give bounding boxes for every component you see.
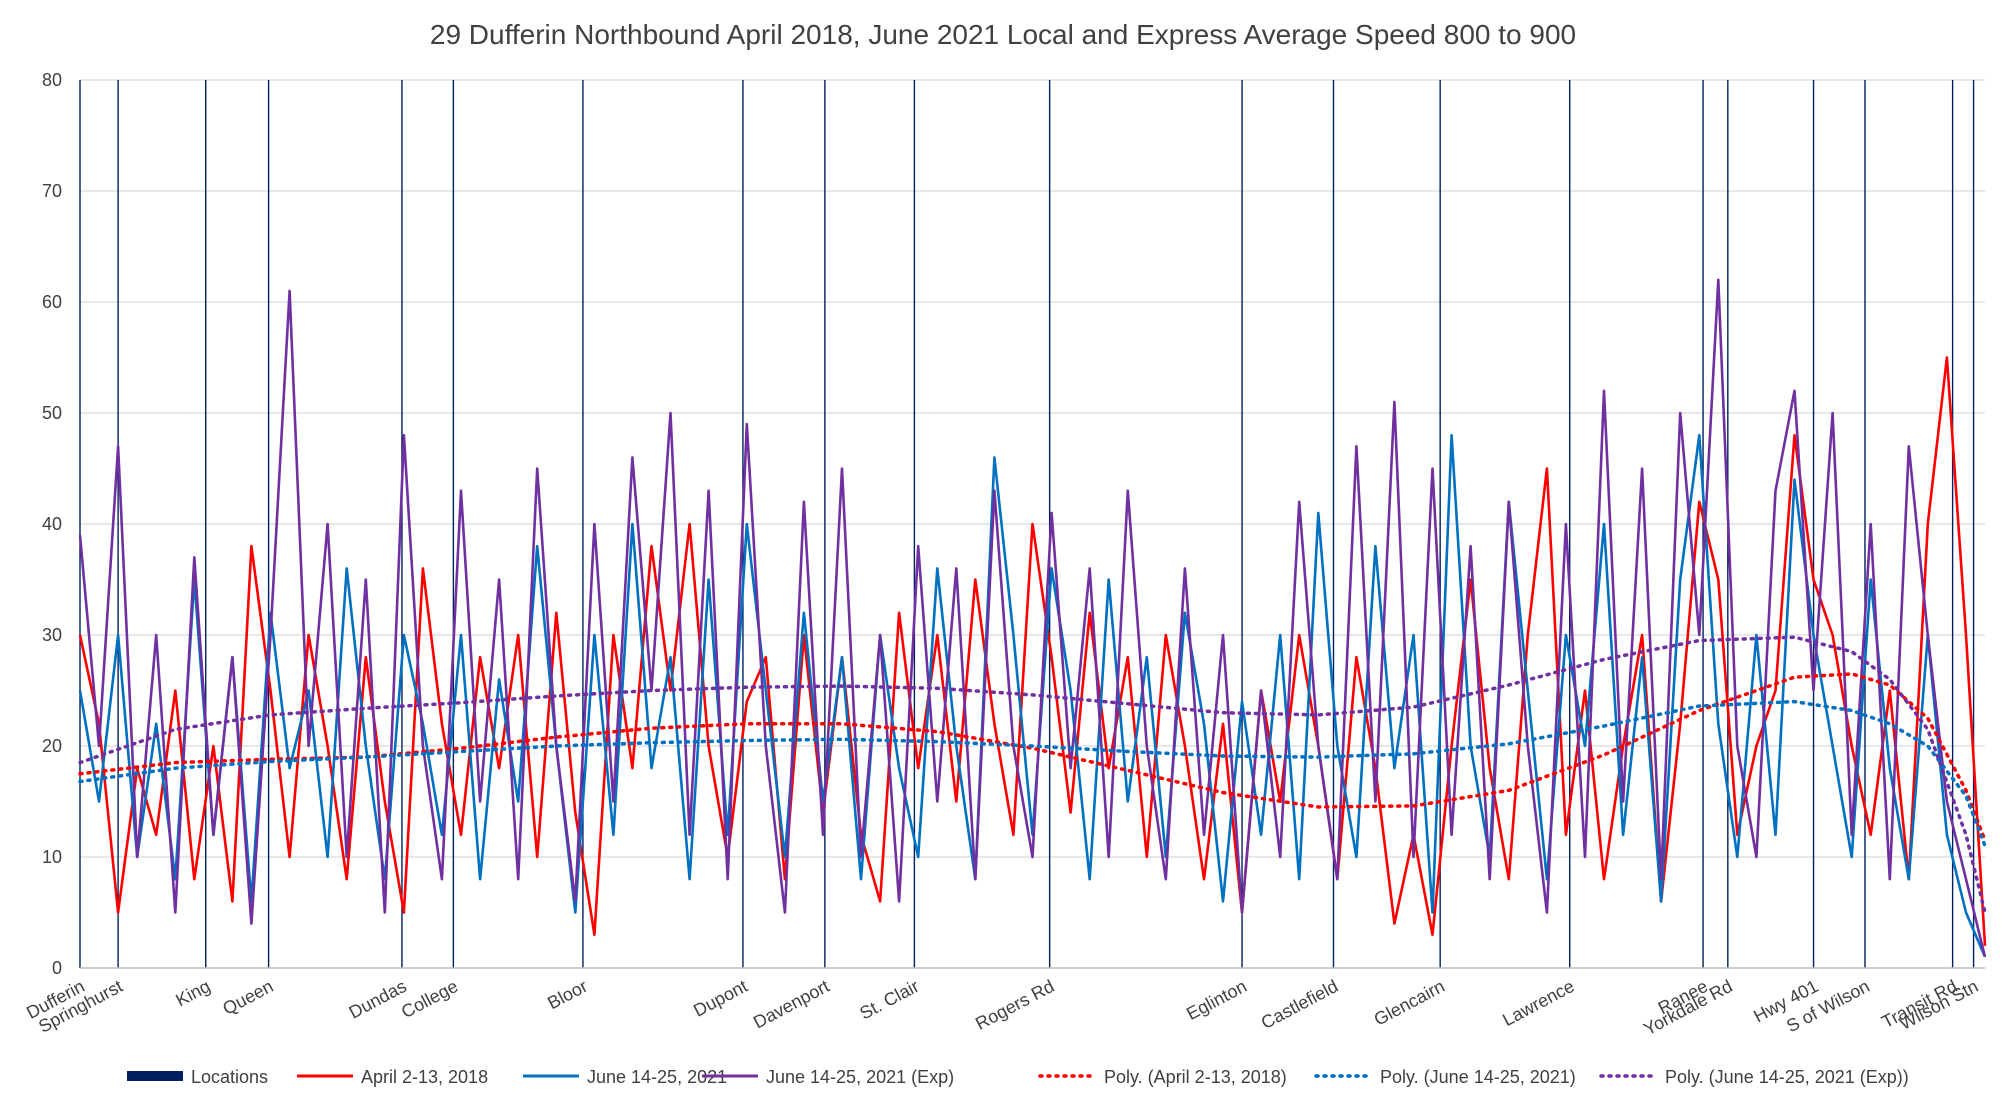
legend-label: Locations — [191, 1067, 268, 1087]
x-tick-label: Lawrence — [1499, 976, 1577, 1030]
trend-line — [78, 635, 1987, 915]
legend-label: Poly. (April 2-13, 2018) — [1104, 1067, 1287, 1087]
trend-lines — [78, 635, 1987, 915]
series-lines — [78, 278, 1987, 958]
x-tick-label: Castlefield — [1258, 976, 1342, 1033]
x-tick-label: Davenport — [750, 976, 833, 1033]
x-tick-label: Dupont — [690, 976, 751, 1021]
y-tick-label: 30 — [42, 625, 62, 645]
y-tick-label: 80 — [42, 70, 62, 90]
legend-label: April 2-13, 2018 — [361, 1067, 488, 1087]
x-tick-label: Bloor — [544, 976, 591, 1013]
y-tick-label: 10 — [42, 847, 62, 867]
x-tick-label: Glencairn — [1371, 976, 1448, 1030]
legend-label: Poly. (June 14-25, 2021) — [1380, 1067, 1576, 1087]
trend-line — [78, 672, 1987, 843]
y-tick-label: 0 — [52, 958, 62, 978]
x-tick-label: College — [398, 976, 461, 1022]
x-tick-label: Queen — [219, 976, 276, 1019]
y-tick-label: 60 — [42, 292, 62, 312]
legend-label: June 14-25, 2021 (Exp) — [766, 1067, 954, 1087]
x-tick-label: King — [172, 976, 213, 1011]
legend-label: Poly. (June 14-25, 2021 (Exp)) — [1665, 1067, 1909, 1087]
x-tick-label: Dundas — [346, 976, 410, 1023]
x-tick-label: Eglinton — [1183, 976, 1250, 1024]
x-tick-label: Rogers Rd — [972, 976, 1057, 1034]
y-tick-labels: 0 10 20 30 40 50 60 70 80 — [42, 70, 62, 978]
y-tick-label: 20 — [42, 736, 62, 756]
y-tick-label: 70 — [42, 181, 62, 201]
legend-swatch — [127, 1071, 183, 1081]
series-line — [78, 278, 1987, 958]
trend-line — [78, 699, 1987, 848]
x-tick-label: St. Clair — [856, 976, 922, 1024]
legend: Locations April 2-13, 2018 June 14-25, 202… — [127, 1067, 1909, 1087]
y-tick-label: 40 — [42, 514, 62, 534]
y-tick-label: 50 — [42, 403, 62, 423]
legend-label: June 14-25, 2021 — [587, 1067, 727, 1087]
chart-title: 29 Dufferin Northbound April 2018, June … — [430, 19, 1576, 50]
series-line — [78, 356, 1987, 946]
